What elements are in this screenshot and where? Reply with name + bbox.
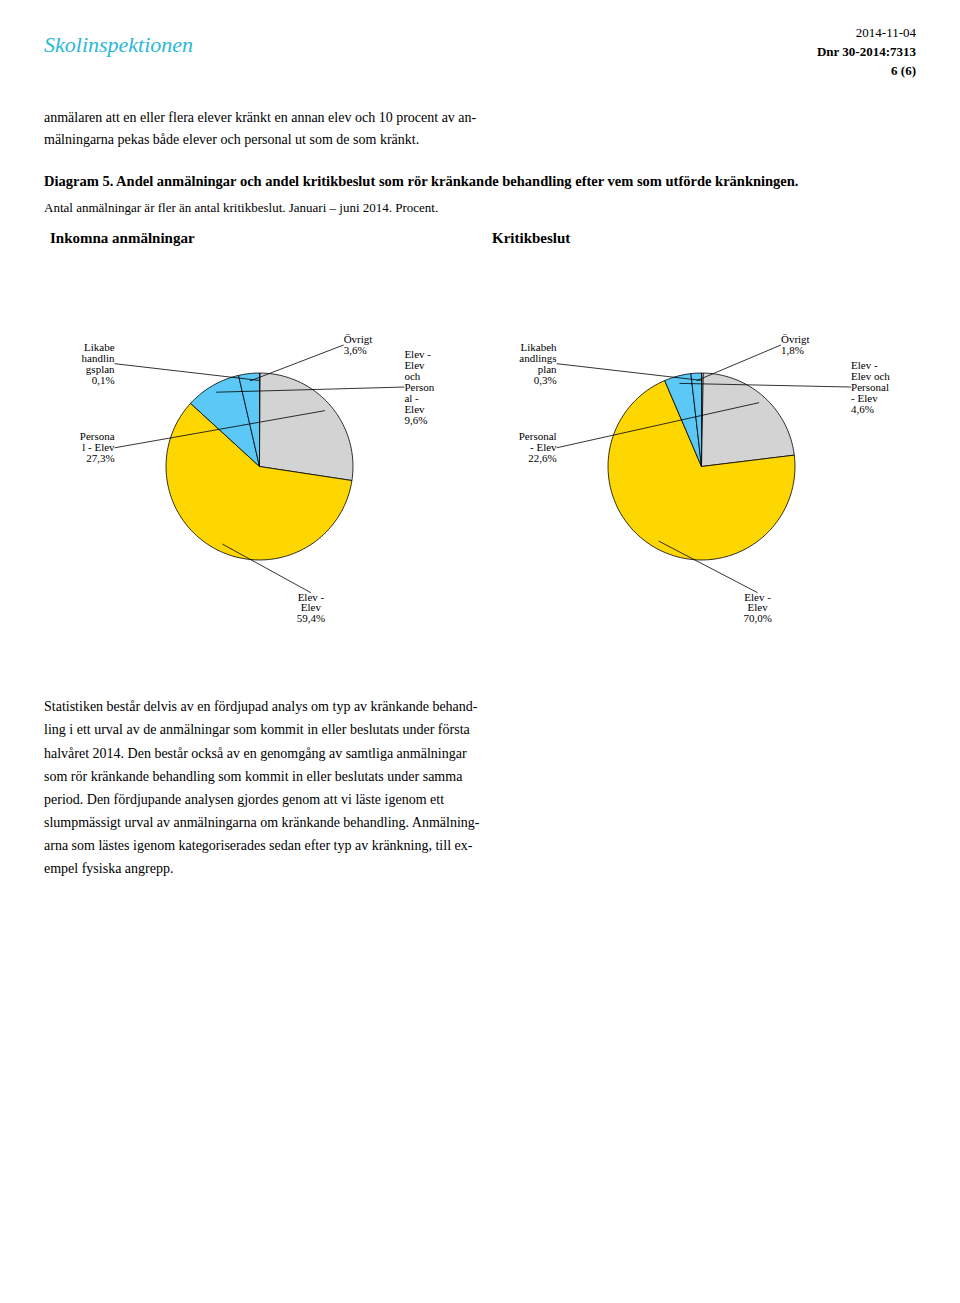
svg-text:Elev -Elev70,0%: Elev -Elev70,0% (743, 591, 771, 625)
svg-text:Elev -Elev59,4%: Elev -Elev59,4% (297, 591, 325, 625)
html-text:Diagram 5. Andel anmälningar o: Diagram 5. Andel anmälningar och andel k… (44, 173, 799, 190)
html-text:6 (6): 6 (6) (891, 62, 916, 78)
svg-text:Personal - Elev27,3%: Personal - Elev27,3% (80, 431, 115, 465)
svg-text:Personal- Elev22,6%: Personal- Elev22,6% (519, 431, 557, 465)
html-text:Dnr 30-2014:7313: Dnr 30-2014:7313 (816, 43, 916, 59)
svg-text:Elev -ElevochPersonal -Elev9,6: Elev -ElevochPersonal -Elev9,6% (404, 348, 434, 426)
svg-text:Övrigt3,6%: Övrigt3,6% (344, 333, 373, 356)
svg-text:Övrigt1,8%: Övrigt1,8% (781, 333, 810, 356)
html-text:Antal anmälningar är fler än a: Antal anmälningar är fler än antal kriti… (44, 200, 439, 216)
html-text:Inkomna anmälningar: Inkomna anmälningar (50, 230, 195, 247)
html-text:Skolinspektionen: Skolinspektionen (44, 32, 194, 57)
html-text:2014-11-04: 2014-11-04 (855, 25, 916, 40)
html-text:Statistiken består delvis av e: Statistiken består delvis av en fördjupa… (44, 699, 480, 876)
html-text:Kritikbeslut: Kritikbeslut (492, 230, 571, 247)
svg-text:Likabehandlingsplan0,1%: Likabehandlingsplan0,1% (82, 341, 115, 386)
svg-text:Likabehandlingsplan0,3%: Likabehandlingsplan0,3% (519, 341, 557, 386)
svg-text:Elev -Elev ochPersonal- Elev4,: Elev -Elev ochPersonal- Elev4,6% (851, 359, 890, 415)
html-text:anmälaren att en eller flera e: anmälaren att en eller flera elever krän… (44, 109, 477, 147)
